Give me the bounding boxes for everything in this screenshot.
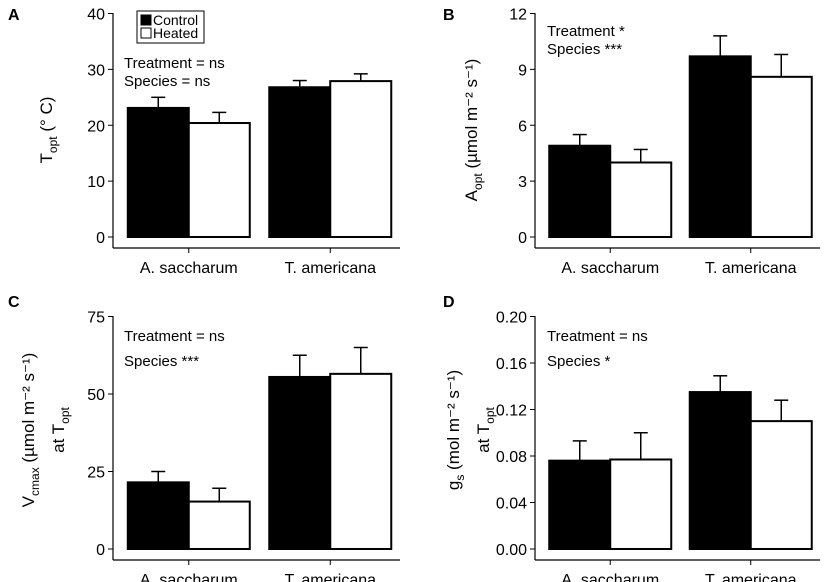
panel-letter: C [8,294,20,311]
stat-annotation: Treatment = ns [124,55,225,72]
stat-annotation: Species * [547,353,611,370]
bar-heated-t-americana [749,420,813,550]
legend-swatch-heated [140,27,152,39]
y-tick-label: 40 [87,7,105,24]
bar-control-a-saccharum [126,481,190,551]
stat-annotation: Species *** [124,353,199,370]
x-tick-label: T. americana [705,260,797,277]
bar-heated-a-saccharum [609,161,673,238]
panel-letter: A [8,7,20,24]
y-axis-label: Vcmax (µmol m⁻² s⁻¹) [19,353,42,508]
panel-c: C 0 25 50 75 A. saccharum T. americana Treatmen… [8,294,400,582]
bar-control-a-saccharum [126,106,190,238]
bar-heated-a-saccharum [187,500,251,551]
stat-annotation: Treatment * [547,23,625,40]
y-tick-label: 9 [518,62,527,79]
bar-heated-a-saccharum [187,122,251,238]
x-tick-label: T. americana [705,572,797,582]
bar-heated-t-americana [329,372,393,550]
x-tick-label: A. saccharum [140,260,238,277]
bar-control-t-americana [688,55,752,239]
bar-heated-t-americana [329,80,393,238]
bar-control-t-americana [688,391,752,550]
x-tick-label: T. americana [284,572,376,582]
y-tick-label: 10 [87,174,105,191]
bar-heated-t-americana [749,75,813,238]
panel-a: A 0 10 20 30 40 A. saccharum T. americana Treatm… [8,7,400,277]
x-tick-label: T. americana [284,260,376,277]
bar-control-a-saccharum [548,459,612,550]
y-tick-label: 50 [87,387,105,404]
stat-annotation: Treatment = ns [124,328,225,345]
y-axis-label: Topt (° C) [37,97,60,164]
panel-d: D 0.00 0.04 0.08 0.12 0.16 0.20 A. saccharum T. … [443,294,820,582]
y-axis-label: Aopt (µmol m⁻² s⁻¹) [462,59,485,202]
y-tick-label: 12 [509,7,527,24]
y-tick-label: 0 [96,230,105,247]
bar-control-t-americana [268,375,332,551]
x-tick-label: A. saccharum [140,572,238,582]
bar-heated-a-saccharum [609,458,673,550]
legend-label-heated: Heated [153,25,198,41]
y-tick-label: 20 [87,118,105,135]
y-tick-label: 6 [518,118,527,135]
panel-letter: D [443,294,455,311]
bar-control-a-saccharum [548,144,612,238]
y-tick-label: 0.16 [496,356,527,373]
y-tick-label: 0.00 [496,542,527,559]
y-tick-label: 0.04 [496,496,527,513]
bar-control-t-americana [268,86,332,238]
y-axis-label: gs (mol m⁻² s⁻¹) [444,370,467,490]
y-tick-label: 0 [96,542,105,559]
y-tick-label: 3 [518,174,527,191]
y-axis-label-line2: at Topt [474,407,497,453]
y-tick-label: 75 [87,310,105,327]
y-tick-label: 25 [87,465,105,482]
stat-annotation: Treatment = ns [547,328,648,345]
y-tick-label: 0.08 [496,449,527,466]
y-tick-label: 0 [518,230,527,247]
legend-label-control: Control [153,12,198,28]
y-axis-label-line2: at Topt [49,407,72,453]
y-tick-label: 0.12 [496,403,527,420]
panel-b: B 0 3 6 9 12 A. saccharum T. americana Treatment… [443,7,820,277]
stat-annotation: Species *** [547,41,622,58]
panel-letter: B [443,7,455,24]
stat-annotation: Species = ns [124,73,210,90]
y-tick-label: 0.20 [496,310,527,327]
x-tick-label: A. saccharum [561,260,659,277]
legend-swatch-control [140,14,152,26]
y-tick-label: 30 [87,62,105,79]
x-tick-label: A. saccharum [561,572,659,582]
